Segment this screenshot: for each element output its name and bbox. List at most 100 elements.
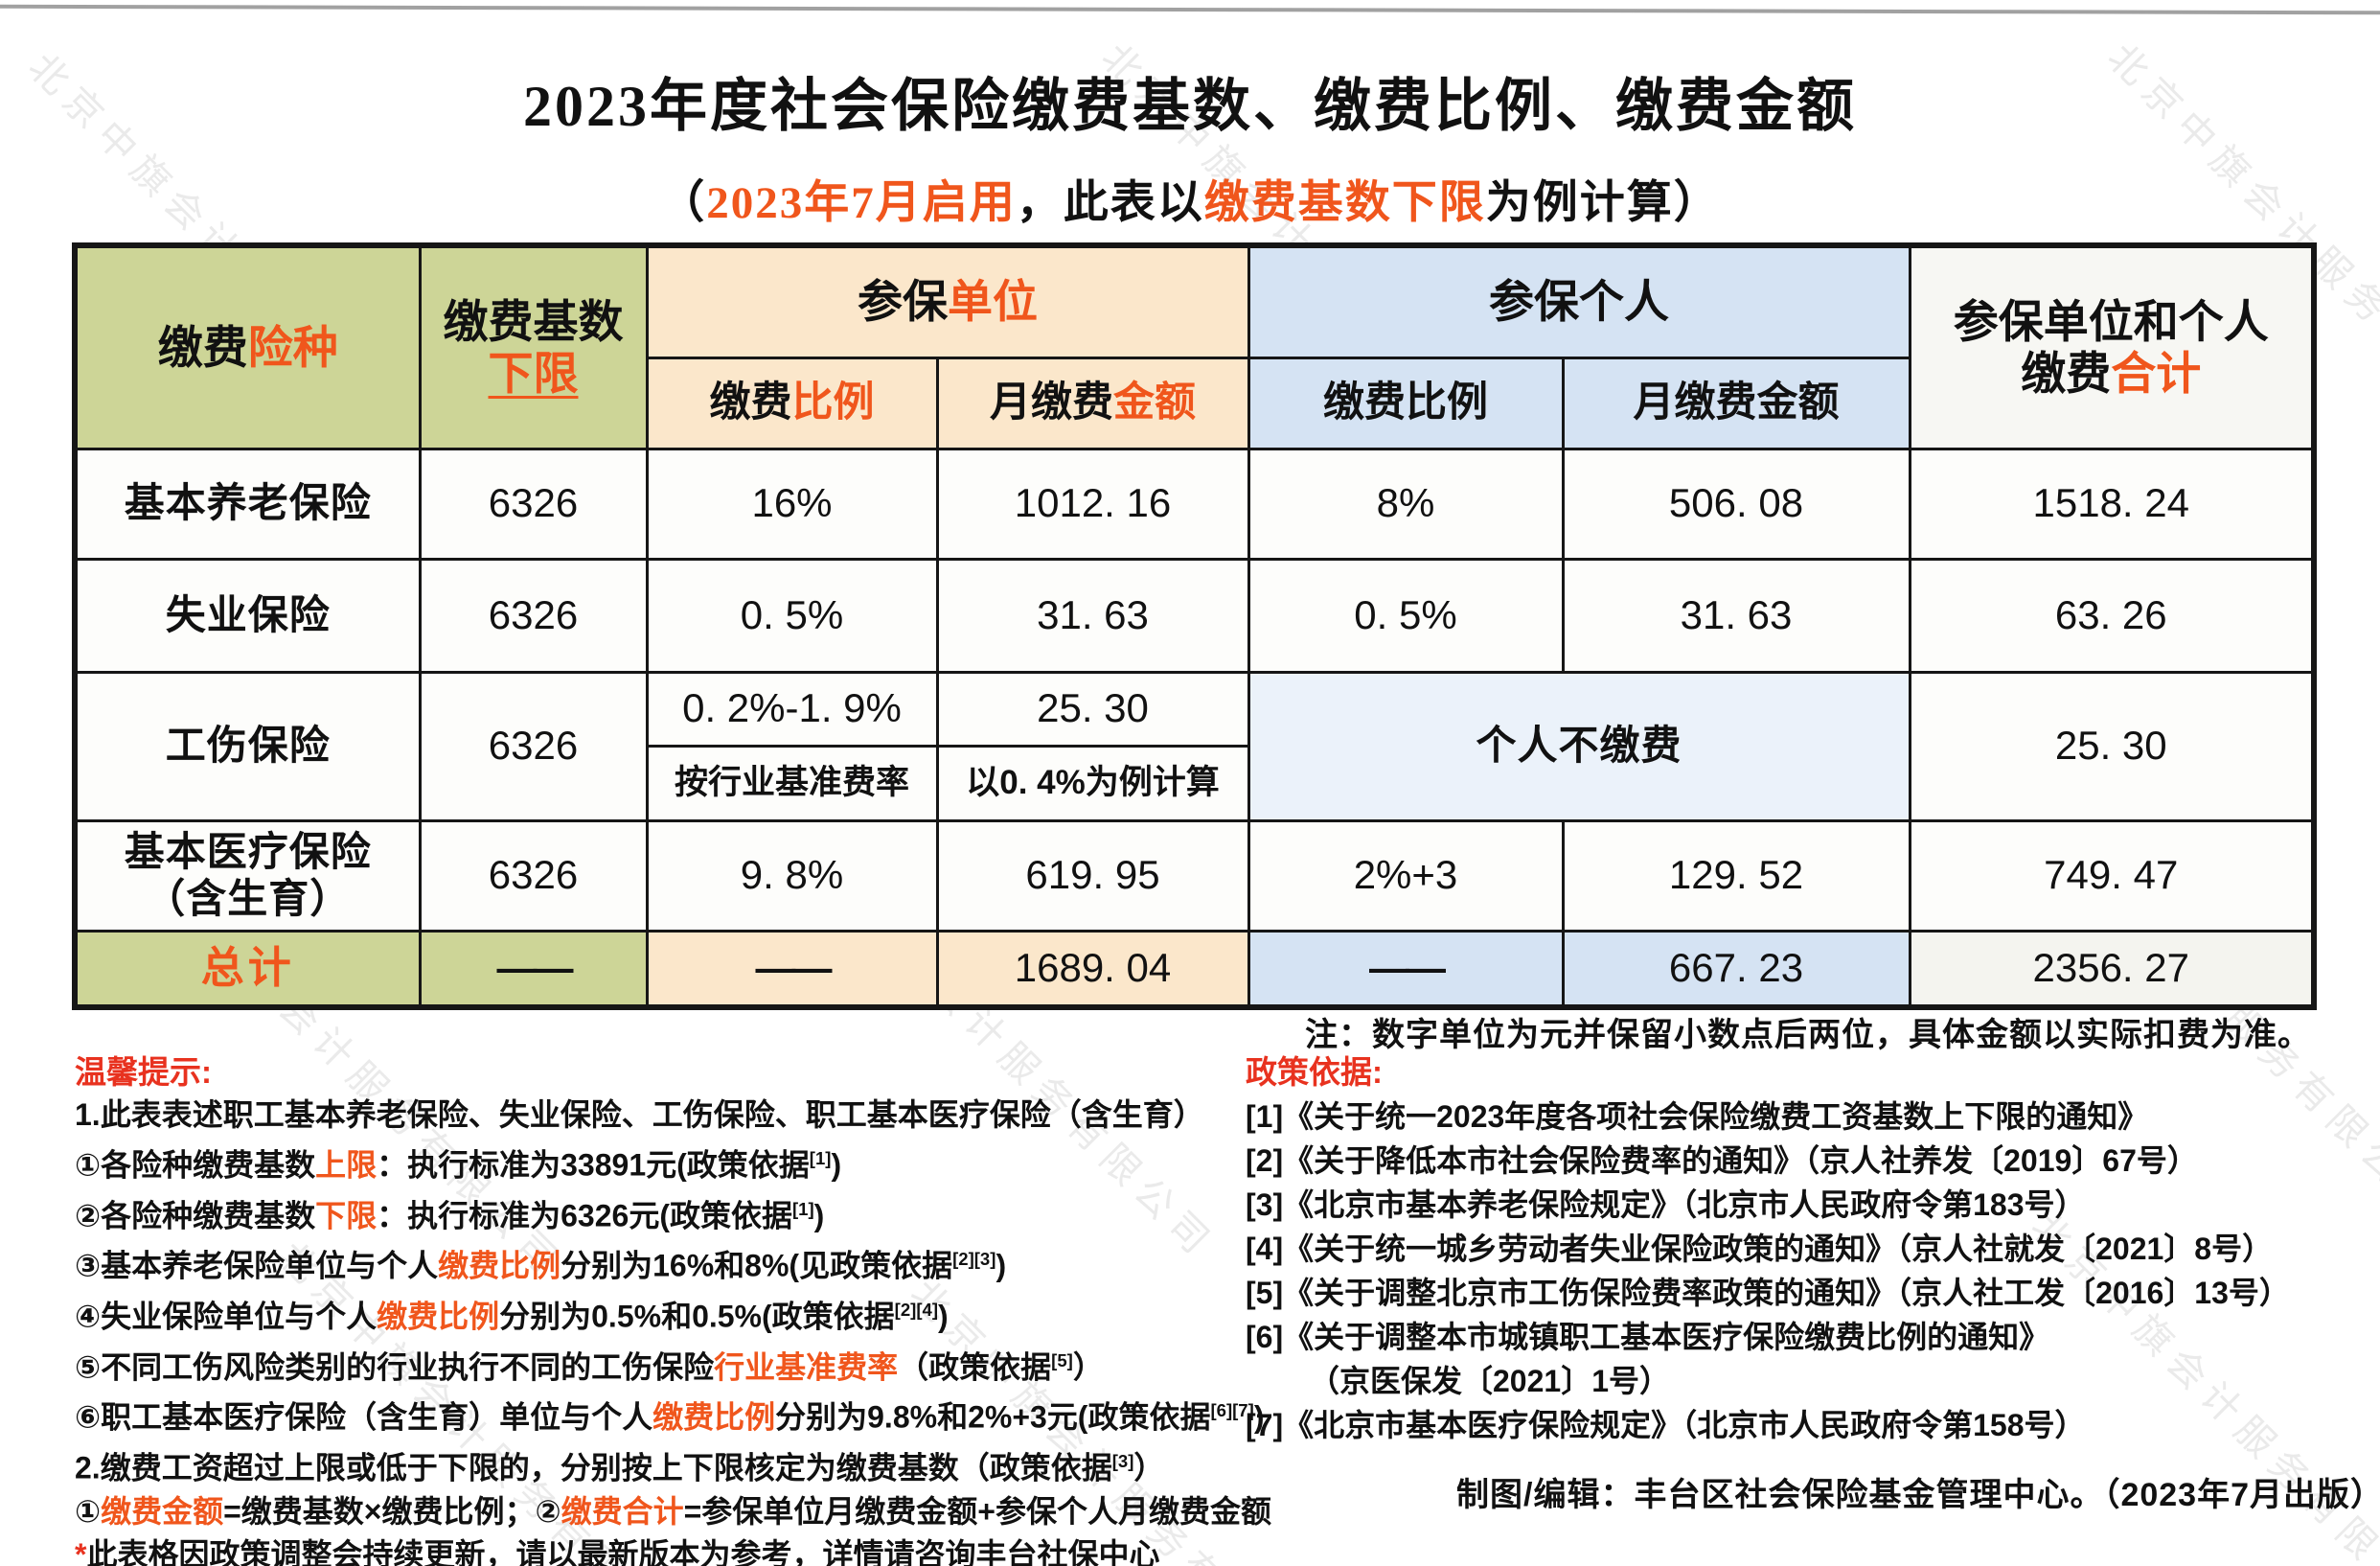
text-segment: ) bbox=[995, 1248, 1007, 1283]
text-segment: 单位 bbox=[948, 276, 1038, 328]
text-segment: ，此表以 bbox=[1016, 178, 1204, 228]
cell-sum-base: —— bbox=[418, 929, 649, 1009]
text-segment: 比例 bbox=[791, 379, 875, 426]
text-segment: 1.此表表述职工基本养老保险、失业保险、工伤保险、职工基本医疗保险（含生育） bbox=[75, 1097, 1204, 1132]
text-segment: [5] bbox=[1051, 1349, 1073, 1370]
text-segment: ) bbox=[831, 1147, 842, 1183]
text-segment: ) bbox=[813, 1198, 825, 1233]
tip-line: ④失业保险单位与个人缴费比例分别为0.5%和0.5%(政策依据[2][4]) bbox=[75, 1288, 1287, 1339]
policies-heading: 政策依据: bbox=[1246, 1054, 1383, 1090]
text-segment: 参保单位和个人 bbox=[1953, 295, 2269, 347]
text-segment: ①各险种缴费基数 bbox=[75, 1147, 316, 1183]
cell-medical-total: 749. 47 bbox=[1908, 818, 2316, 933]
tip-line: 1.此表表述职工基本养老保险、失业保险、工伤保险、职工基本医疗保险（含生育） bbox=[75, 1094, 1287, 1137]
cell-sum-individual-rate: —— bbox=[1247, 929, 1565, 1009]
text-segment: 缴费合计 bbox=[561, 1493, 684, 1529]
cell-injury-employer-rate: 0. 2%-1. 9% bbox=[645, 670, 939, 748]
policy-item: [3]《北京市基本养老保险规定》（北京市人民政府令第183号） bbox=[1246, 1187, 2086, 1222]
row-unemployment: 失业保险 6326 0. 5% 31. 63 0. 5% 31. 63 63. … bbox=[73, 557, 2316, 674]
credit-line: 制图/编辑：丰台区社会保险基金管理中心。（2023年7月出版） bbox=[1456, 1477, 2380, 1513]
text-segment: 缴费 bbox=[2021, 347, 2112, 399]
tip-line: 2.缴费工资超过上限或低于下限的，分别按上下限核定为缴费基数（政策依据[3]） bbox=[75, 1439, 1287, 1490]
page-subtitle: （2023年7月启用，此表以缴费基数下限为例计算） bbox=[0, 165, 2380, 231]
text-segment: 缴费比例 bbox=[377, 1299, 500, 1334]
header-individual-monthly-amount: 月缴费金额 bbox=[1561, 356, 1911, 450]
cell-medical-base: 6326 bbox=[418, 818, 649, 933]
table-footnote: 注：数字单位为元并保留小数点后两位，具体金额以实际扣费为准。 bbox=[1305, 1017, 2311, 1053]
cell-injury-total: 25. 30 bbox=[1908, 670, 2316, 822]
text-segment: 合计 bbox=[2111, 347, 2202, 399]
tip-line: ⑤不同工伤风险类别的行业执行不同的工伤保险行业基准费率（政策依据[5]） bbox=[75, 1339, 1287, 1390]
header-base-line1: 缴费基数 bbox=[422, 296, 646, 348]
scan-edge-artifact bbox=[0, 4, 2380, 15]
text-segment: 为例计算） bbox=[1485, 178, 1721, 228]
header-employer-rate: 缴费比例 bbox=[645, 356, 939, 450]
header-group-employer: 参保单位 bbox=[645, 243, 1250, 359]
text-segment: 此表格因政策调整会持续更新，请以最新版本为参考，详情请咨询丰台社保中心 bbox=[86, 1536, 1160, 1566]
policy-item-continuation: （京医保发〔2021〕1号） bbox=[1309, 1364, 1670, 1398]
text-segment: ③基本养老保险单位与个人 bbox=[75, 1248, 439, 1283]
cell-sum-employer-rate: —— bbox=[645, 929, 939, 1009]
cell-sum-label: 总计 bbox=[73, 929, 422, 1009]
text-segment: 月缴费 bbox=[990, 379, 1113, 426]
tip-line: ①缴费金额=缴费基数×缴费比例；②缴费合计=参保单位月缴费金额+参保个人月缴费金… bbox=[75, 1490, 1287, 1533]
cell-injury-rate-note: 按行业基准费率 bbox=[645, 744, 939, 822]
text-segment: ） bbox=[1133, 1450, 1165, 1485]
cell-pension-individual-rate: 8% bbox=[1247, 447, 1565, 561]
cell-injury-name: 工伤保险 bbox=[73, 670, 422, 822]
cell-pension-employer-amount: 1012. 16 bbox=[935, 447, 1250, 561]
text-segment: ① bbox=[75, 1493, 102, 1529]
text-segment: 缴费 bbox=[709, 379, 792, 426]
text-segment: 2.缴费工资超过上限或低于下限的，分别按上下限核定为缴费基数（政策依据 bbox=[75, 1450, 1112, 1485]
tip-line: ⑥职工基本医疗保险（含生育）单位与个人缴费比例分别为9.8%和2%+3元(政策依… bbox=[75, 1389, 1287, 1439]
cell-medical-name: 基本医疗保险 （含生育） bbox=[73, 818, 422, 933]
cell-pension-individual-amount: 506. 08 bbox=[1561, 447, 1911, 561]
text-segment: ⑤不同工伤风险类别的行业执行不同的工伤保险 bbox=[75, 1349, 715, 1385]
cell-injury-base: 6326 bbox=[418, 670, 649, 822]
row-work-injury-note: 按行业基准费率 以0. 4%为例计算 bbox=[75, 744, 2314, 822]
text-segment: 参保 bbox=[858, 276, 948, 328]
tip-line: ①各险种缴费基数上限：执行标准为33891元(政策依据[1]) bbox=[75, 1137, 1287, 1187]
text-segment: =参保单位月缴费金额+参保个人月缴费金额 bbox=[683, 1493, 1271, 1529]
text-segment: （政策依据 bbox=[898, 1349, 1052, 1385]
text-segment: 缴费 bbox=[157, 321, 248, 373]
tip-line: *此表格因政策调整会持续更新，请以最新版本为参考，详情请咨询丰台社保中心 bbox=[75, 1533, 1287, 1566]
header-total-line2: 缴费合计 bbox=[1911, 348, 2312, 400]
cell-unemployment-individual-rate: 0. 5% bbox=[1247, 557, 1565, 674]
cell-pension-total: 1518. 24 bbox=[1908, 447, 2316, 561]
header-combined-total: 参保单位和个人 缴费合计 bbox=[1908, 243, 2316, 450]
text-segment: 分别为9.8%和2%+3元(政策依据 bbox=[775, 1399, 1211, 1435]
text-segment: ：执行标准为33891元(政策依据 bbox=[377, 1147, 810, 1183]
text-segment: [1] bbox=[791, 1198, 814, 1219]
cell-medical-name-line2: （含生育） bbox=[145, 875, 352, 921]
text-segment: [6][7] bbox=[1210, 1400, 1254, 1421]
policy-references-section: 政策依据: [1]《关于统一2023年度各项社会保险缴费工资基数上下限的通知》 … bbox=[1246, 1050, 2376, 1447]
cell-sum-individual-amount: 667. 23 bbox=[1561, 929, 1911, 1009]
cell-unemployment-total: 63. 26 bbox=[1908, 557, 2316, 674]
cell-medical-individual-amount: 129. 52 bbox=[1561, 818, 1911, 933]
text-segment: 缴费基数 bbox=[443, 295, 624, 347]
cell-unemployment-individual-amount: 31. 63 bbox=[1561, 557, 1911, 674]
tips-section: 温馨提示: 1.此表表述职工基本养老保险、失业保险、工伤保险、职工基本医疗保险（… bbox=[75, 1050, 1287, 1566]
text-segment: 缴费基数下限 bbox=[1203, 178, 1486, 228]
row-pension: 基本养老保险 6326 16% 1012. 16 8% 506. 08 1518… bbox=[73, 447, 2316, 561]
text-segment: 参保个人 bbox=[1489, 276, 1669, 328]
text-segment: 下限 bbox=[488, 347, 579, 399]
cell-injury-employer-amount: 25. 30 bbox=[935, 670, 1250, 748]
text-segment: ) bbox=[938, 1299, 949, 1334]
contribution-table: 缴费险种 缴费基数 下限 参保单位 参保个人 参保单位和个人 缴费合计 缴费比例… bbox=[72, 242, 2317, 1010]
cell-unemployment-employer-amount: 31. 63 bbox=[935, 557, 1250, 674]
tip-line: ③基本养老保险单位与个人缴费比例分别为16%和8%(见政策依据[2][3]) bbox=[75, 1237, 1287, 1288]
policy-item: [1]《关于统一2023年度各项社会保险缴费工资基数上下限的通知》 bbox=[1246, 1099, 2149, 1134]
text-segment: * bbox=[75, 1536, 87, 1566]
text-segment: 缴费比例 bbox=[438, 1248, 561, 1283]
header-employer-monthly-amount: 月缴费金额 bbox=[935, 356, 1250, 450]
text-segment: ②各险种缴费基数 bbox=[75, 1198, 316, 1233]
cell-pension-name: 基本养老保险 bbox=[73, 447, 422, 561]
text-segment: （ bbox=[659, 178, 707, 228]
page-title: 2023年度社会保险缴费基数、缴费比例、缴费金额 bbox=[523, 75, 1857, 138]
policy-item: [7]《北京市基本医疗保险规定》（北京市人民政府令第158号） bbox=[1246, 1408, 2086, 1442]
header-total-line1: 参保单位和个人 bbox=[1911, 296, 2312, 348]
policy-item: [5]《关于调整北京市工伤保险费率政策的通知》（京人社工发〔2016〕13号） bbox=[1246, 1276, 2290, 1310]
